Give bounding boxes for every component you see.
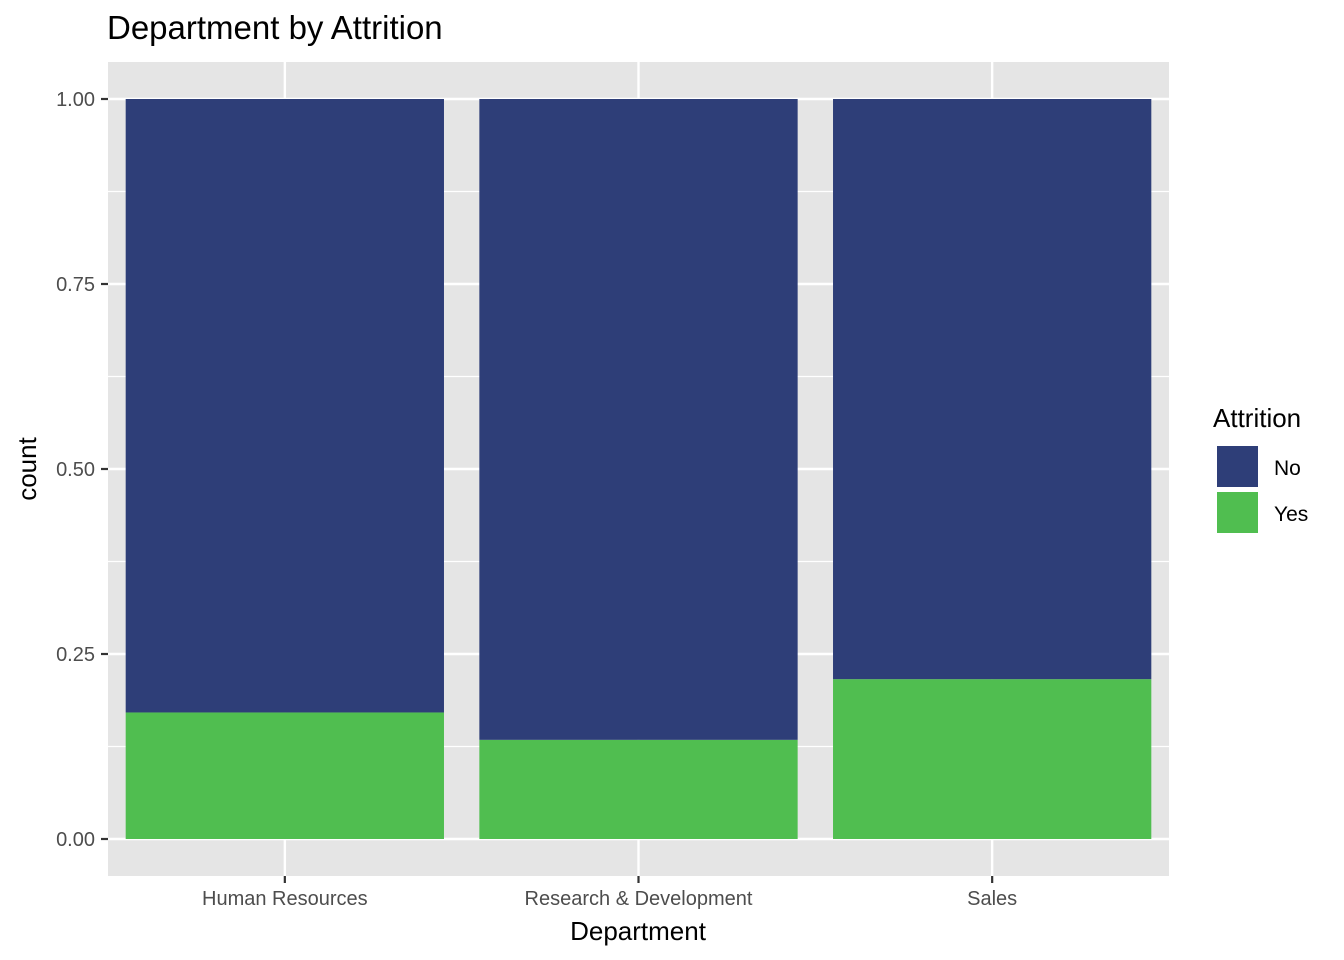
x-tick-label: Sales [967,888,1017,910]
y-axis-title: count [12,436,42,500]
y-tick-label: 0.50 [56,459,95,481]
legend-key-yes [1215,490,1260,535]
bar-no-sales [833,99,1152,680]
bar-yes-human-resources [125,712,444,839]
bar-no-research-development [479,99,798,740]
bar-yes-research-development [479,739,798,839]
y-tick-label: 0.25 [56,644,95,666]
bar-no-human-resources [125,99,444,713]
x-axis: Human Resources Research & Development Sal… [202,876,1017,910]
x-axis-title: Department [570,916,707,946]
y-tick-label: 0.75 [56,274,95,296]
chart-title: Department by Attrition [107,9,443,46]
y-tick-label: 0.00 [56,829,95,851]
y-tick-label: 1.00 [56,89,95,111]
legend-title: Attrition [1213,403,1301,433]
x-tick-label: Human Resources [202,888,368,910]
bars [125,99,1152,839]
legend-label-no: No [1274,457,1301,480]
x-tick-label: Research & Development [525,888,753,910]
legend-key-no [1215,444,1260,489]
bar-yes-sales [833,679,1152,839]
legend: Attrition No Yes [1213,403,1308,535]
legend-label-yes: Yes [1274,503,1308,526]
y-axis: 0.00 0.25 0.50 0.75 1.00 [56,89,108,851]
